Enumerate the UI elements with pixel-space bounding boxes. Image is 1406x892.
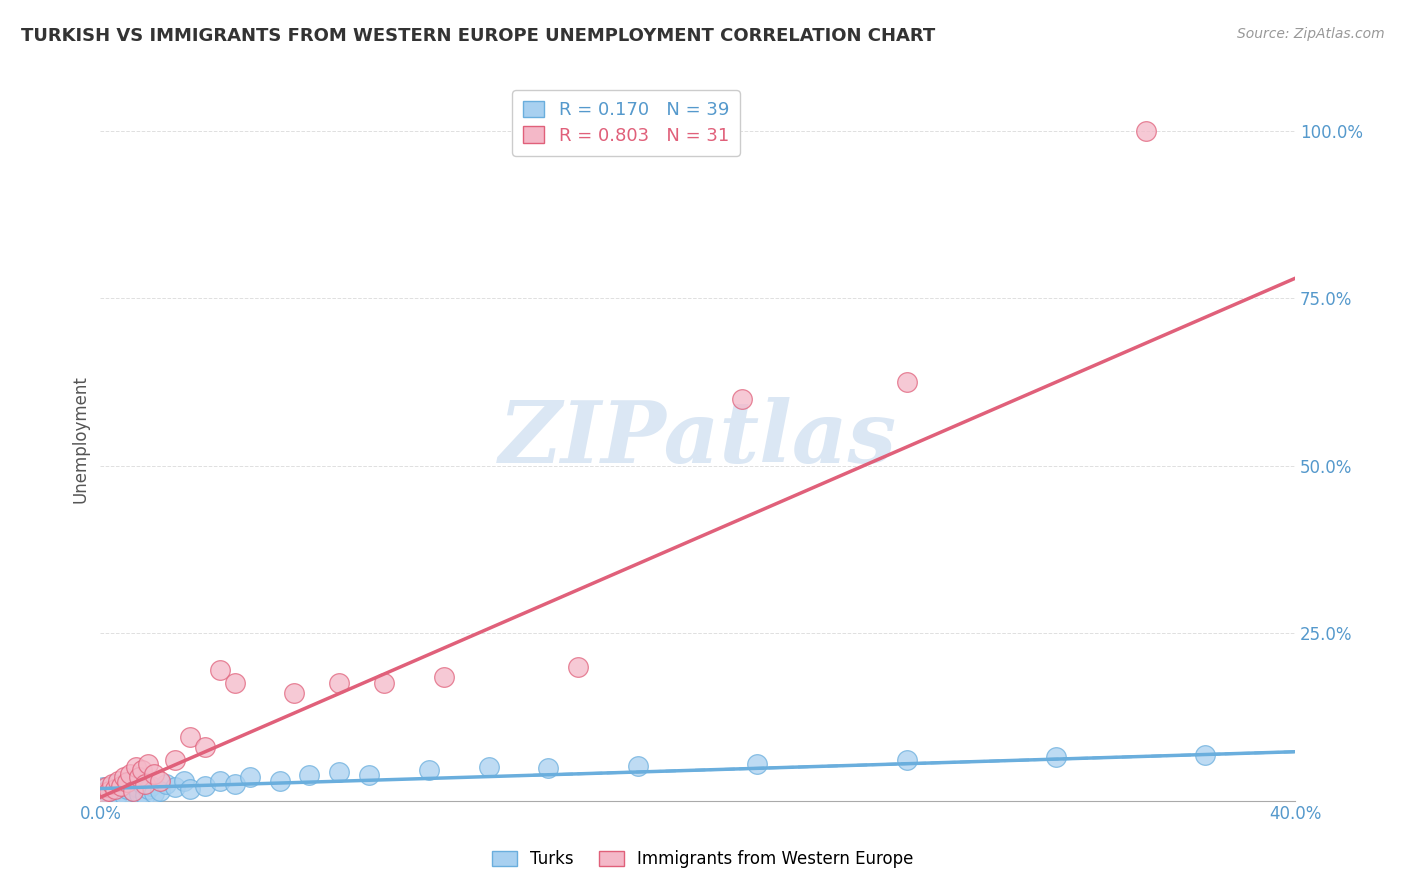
Point xyxy=(194,740,217,755)
Text: ZIPatlas: ZIPatlas xyxy=(499,397,897,481)
Point xyxy=(125,760,148,774)
Point xyxy=(149,783,172,797)
Point xyxy=(131,764,153,778)
Point xyxy=(1194,748,1216,763)
Point xyxy=(110,779,132,793)
Point xyxy=(747,756,769,771)
Legend: R = 0.170   N = 39, R = 0.803   N = 31: R = 0.170 N = 39, R = 0.803 N = 31 xyxy=(512,90,740,155)
Point xyxy=(143,786,166,800)
Point xyxy=(224,777,246,791)
Point xyxy=(134,777,156,791)
Point xyxy=(208,663,231,677)
Point xyxy=(143,767,166,781)
Point xyxy=(269,773,291,788)
Point xyxy=(283,686,305,700)
Point xyxy=(1135,124,1157,138)
Point xyxy=(163,780,186,795)
Point xyxy=(120,773,142,788)
Text: Source: ZipAtlas.com: Source: ZipAtlas.com xyxy=(1237,27,1385,41)
Point xyxy=(537,762,560,776)
Point xyxy=(120,767,142,781)
Point xyxy=(125,780,148,795)
Point xyxy=(122,783,145,797)
Point xyxy=(128,770,150,784)
Point xyxy=(896,375,918,389)
Y-axis label: Unemployment: Unemployment xyxy=(72,376,89,503)
Point xyxy=(298,768,321,782)
Point xyxy=(208,773,231,788)
Point xyxy=(107,787,129,801)
Point xyxy=(96,783,118,797)
Point xyxy=(110,779,132,793)
Legend: Turks, Immigrants from Western Europe: Turks, Immigrants from Western Europe xyxy=(485,844,921,875)
Point xyxy=(1045,750,1067,764)
Point xyxy=(104,777,127,791)
Point xyxy=(418,764,440,778)
Point xyxy=(96,780,118,795)
Point xyxy=(122,783,145,797)
Point xyxy=(136,781,159,796)
Point xyxy=(731,392,754,406)
Point xyxy=(567,659,589,673)
Point xyxy=(98,783,121,797)
Point xyxy=(179,730,201,744)
Point xyxy=(91,780,114,795)
Point xyxy=(149,773,172,788)
Point xyxy=(359,768,381,782)
Point xyxy=(134,789,156,803)
Point xyxy=(136,756,159,771)
Point xyxy=(179,781,201,796)
Point xyxy=(101,786,124,800)
Point xyxy=(128,787,150,801)
Point xyxy=(328,676,350,690)
Point xyxy=(104,781,127,796)
Point xyxy=(91,786,114,800)
Point xyxy=(101,777,124,791)
Point xyxy=(194,779,217,793)
Point xyxy=(139,779,162,793)
Text: TURKISH VS IMMIGRANTS FROM WESTERN EUROPE UNEMPLOYMENT CORRELATION CHART: TURKISH VS IMMIGRANTS FROM WESTERN EUROP… xyxy=(21,27,935,45)
Point xyxy=(112,770,135,784)
Point xyxy=(478,760,501,774)
Point xyxy=(627,759,650,773)
Point xyxy=(115,781,138,796)
Point xyxy=(328,765,350,780)
Point xyxy=(131,777,153,791)
Point xyxy=(224,676,246,690)
Point xyxy=(173,773,195,788)
Point xyxy=(98,781,121,796)
Point xyxy=(155,777,177,791)
Point xyxy=(112,789,135,803)
Point xyxy=(107,773,129,788)
Point xyxy=(239,770,262,784)
Point xyxy=(433,670,456,684)
Point xyxy=(373,676,395,690)
Point xyxy=(115,775,138,789)
Point xyxy=(896,754,918,768)
Point xyxy=(163,754,186,768)
